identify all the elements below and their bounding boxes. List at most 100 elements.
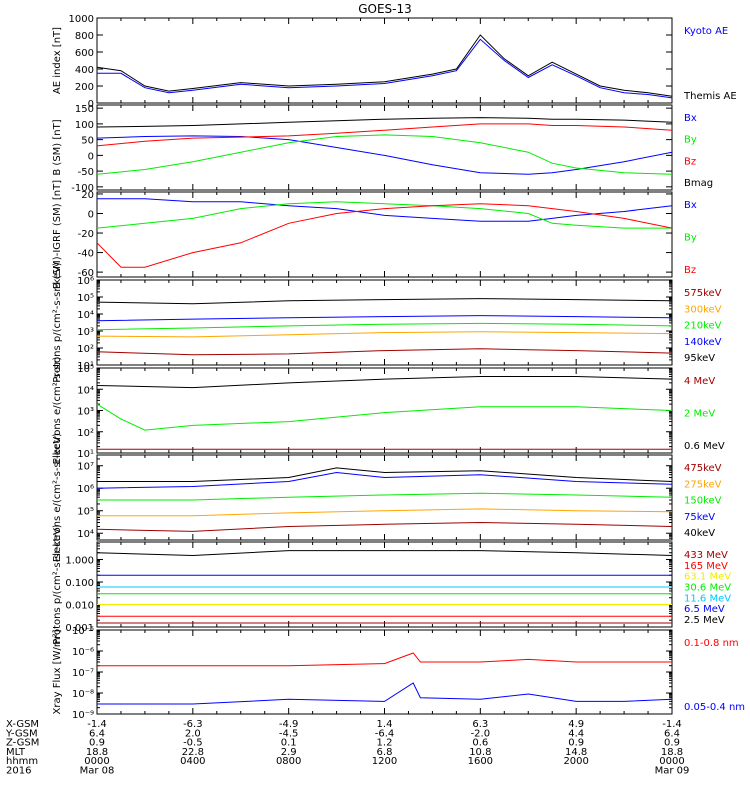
panel-frame [96, 17, 673, 104]
legend-30-6-mev: 30.6 MeV [684, 583, 731, 594]
panel-frame [96, 454, 673, 541]
legend-bmag: Bmag [684, 178, 713, 189]
y-tick-label: 10³ [77, 407, 94, 418]
xaxis-value: 2.0 [185, 728, 201, 739]
xaxis-row-label: X-GSM [6, 719, 39, 730]
y-tick-label: 0.010 [65, 601, 94, 612]
legend-63-1-mev: 63.1 MeV [684, 572, 731, 583]
xaxis-value: -6.3 [183, 719, 203, 730]
y-axis-label: Protons p/(cm²-s-sr-keV) [52, 524, 63, 645]
y-tick-label: 10² [77, 428, 94, 439]
xaxis-value: 0.9 [568, 738, 584, 749]
legend-140kev: 140keV [684, 337, 722, 348]
y-axis-label: B (SM)-IGRF (SM) [nT] [52, 180, 63, 289]
y-tick-label: 10³ [77, 327, 94, 338]
xaxis-value: 6.3 [472, 719, 488, 730]
legend-300kev: 300keV [684, 304, 722, 315]
xaxis-value: 0.1 [281, 738, 297, 749]
series-line-575kev [96, 348, 673, 356]
xaxis-value: 22.8 [182, 747, 204, 758]
xaxis-value: 1.2 [377, 738, 393, 749]
y-axis-label: Xray Flux [W/m²] [52, 629, 63, 714]
xaxis-row-label: MLT [6, 747, 26, 758]
series-line-bx [96, 135, 673, 175]
y-tick-label: 10⁻⁷ [72, 668, 94, 679]
legend-by: By [684, 135, 697, 146]
series-line-2-mev [96, 403, 673, 431]
xaxis-value: 0000 [84, 756, 109, 767]
y-tick-label: 10⁻⁸ [72, 689, 94, 700]
xaxis-value: 0.9 [89, 738, 105, 749]
series-line-95kev [96, 298, 673, 305]
legend-210kev: 210keV [684, 321, 722, 332]
legend-275kev: 275keV [684, 479, 722, 490]
xaxis-row-label: 2016 [6, 766, 31, 777]
xaxis-value: 6.8 [377, 747, 393, 758]
series-line-75kev [96, 471, 673, 489]
legend-kyoto-ae: Kyoto AE [684, 26, 728, 37]
legend-75kev: 75keV [684, 512, 715, 523]
panel-electrons_kev: 10⁴ 10⁵ 10⁶ 10⁷ Electrons e/(cm²-s-sr-keV) 47… [52, 433, 722, 562]
y-axis-label: AE index [nT] [52, 27, 63, 94]
series-line-bmag [96, 117, 673, 128]
y-tick-label: 0.001 [65, 623, 94, 634]
y-tick-label: 10⁵ [77, 293, 94, 304]
legend-0-05-0-4-nm: 0.05-0.4 nm [684, 702, 745, 713]
legend-11-6-mev: 11.6 MeV [684, 593, 731, 604]
xaxis-value: 18.8 [86, 747, 108, 758]
legend-themis-ae: Themis AE [683, 91, 737, 102]
y-tick-label: -40 [78, 249, 94, 260]
y-tick-label: 10⁻⁹ [72, 710, 94, 721]
y-tick-label: 10⁻⁶ [72, 647, 94, 658]
xaxis-value: 4.9 [568, 719, 584, 730]
xaxis-value: 0400 [180, 756, 205, 767]
series-line-140kev [96, 315, 673, 322]
y-tick-label: 10¹ [77, 449, 94, 460]
series-line-210kev [96, 322, 673, 331]
y-tick-label: 0 [88, 151, 94, 162]
legend-95kev: 95keV [684, 353, 715, 364]
legend-bx: Bx [684, 200, 697, 211]
series-line-by [96, 134, 673, 175]
series-line-0-1-0-8-nm [97, 652, 672, 667]
y-tick-label: 10⁶ [77, 484, 94, 495]
series-line-475kev [96, 521, 673, 532]
y-tick-label: 600 [75, 48, 94, 59]
series-line-40kev [97, 467, 673, 482]
xaxis-value: 1200 [372, 756, 397, 767]
xaxis-row-label: Y-GSM [5, 728, 38, 739]
y-tick-label: 10¹ [77, 361, 94, 372]
legend-6-5-mev: 6.5 MeV [684, 604, 725, 615]
panel-frame [96, 367, 673, 454]
y-tick-label: 200 [75, 82, 94, 93]
xaxis-value: 0.9 [664, 738, 680, 749]
y-axis-label: Electrons e/(cm²-s-sr) [52, 357, 63, 465]
legend-2-5-mev: 2.5 MeV [684, 615, 725, 626]
xaxis-value: Mar 09 [655, 766, 690, 777]
xaxis-value: -1.4 [87, 719, 107, 730]
y-tick-label: 0.100 [65, 578, 94, 589]
panel-protons: 10¹ 10² 10³ 10⁴ 10⁵ 10⁶ Protons p/(cm²-s-sr-ke… [52, 262, 722, 383]
panel-electrons_mev: 10¹ 10² 10³ 10⁴ 10⁵ Electrons e/(cm²-s-sr) 4 M… [52, 357, 725, 465]
xaxis-value: -2.0 [471, 728, 491, 739]
series-line-150kev [97, 492, 673, 501]
y-tick-label: -50 [78, 167, 94, 178]
xaxis-value: 6.4 [89, 728, 105, 739]
y-tick-label: 400 [75, 65, 94, 76]
y-tick-label: 1.000 [65, 556, 94, 567]
y-axis-label: Electrons e/(cm²-s-sr-keV) [52, 433, 63, 562]
panel-frame [96, 104, 673, 191]
xaxis-value: Mar 08 [80, 766, 115, 777]
y-tick-label: -20 [78, 229, 94, 240]
xaxis-row-label: Z-GSM [6, 738, 39, 749]
series-line-bx [97, 198, 673, 222]
panel-xray: 10⁻⁹ 10⁻⁸ 10⁻⁷ 10⁻⁶ 10⁻⁵ Xray Flux [W/m²] 0.1-… [52, 626, 745, 721]
series-line-0-05-0-4-nm [97, 682, 673, 705]
series-line-275kev [97, 508, 673, 517]
panel-bigrf: -60 -40 -20 0 20 B (SM)-IGRF (SM) [nT] Bx By Bz [52, 180, 697, 289]
xaxis-value: -0.5 [183, 738, 203, 749]
y-tick-label: 10⁻⁵ [72, 626, 94, 637]
